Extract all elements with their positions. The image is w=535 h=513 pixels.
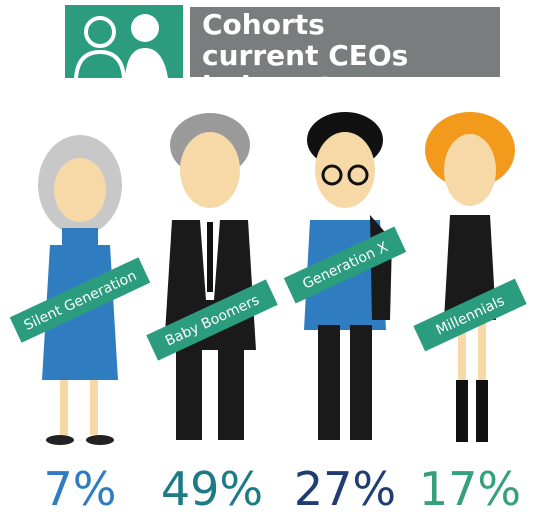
figure-boomer [164,113,256,440]
title-wrap: Cohorts current CEOs belong to [202,9,432,77]
value-label: 7% [44,462,117,513]
page: Cohorts current CEOs belong to [0,0,535,513]
chart-title: Cohorts current CEOs belong to [202,9,432,77]
value-label: 27% [294,462,396,513]
value-label: 49% [161,462,263,513]
chart: Cohorts current CEOs belong to [0,0,535,513]
figure-millennial [425,112,515,442]
header-icon [65,5,183,78]
value-label: 17% [419,462,521,513]
